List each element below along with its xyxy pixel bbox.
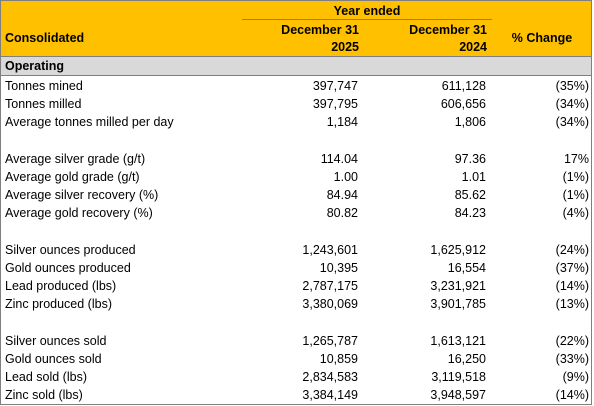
consolidated-header: Consolidated xyxy=(5,31,85,45)
row-label: Average silver grade (g/t) xyxy=(5,152,146,166)
value-change: (1%) xyxy=(562,170,589,184)
value-2024: 1,613,121 xyxy=(430,334,486,348)
row-label: Gold ounces sold xyxy=(5,352,102,366)
value-2024: 606,656 xyxy=(440,97,486,111)
row-label: Gold ounces produced xyxy=(5,261,131,275)
value-change: (34%) xyxy=(555,97,589,111)
value-2024: 1,806 xyxy=(454,115,486,129)
table-row: Lead sold (lbs) 2,834,583 3,119,518 (9%) xyxy=(1,368,591,386)
value-2025: 1,243,601 xyxy=(302,243,358,257)
value-2025: 10,395 xyxy=(319,261,358,275)
value-2024: 611,128 xyxy=(441,79,486,93)
value-change: (1%) xyxy=(562,188,589,202)
value-change: (33%) xyxy=(555,352,589,366)
value-2025: 3,380,069 xyxy=(302,297,358,311)
value-2025: 1,265,787 xyxy=(302,334,358,348)
row-label: Lead sold (lbs) xyxy=(5,370,87,384)
value-2025: 2,834,583 xyxy=(302,370,358,384)
value-2024: 85.62 xyxy=(454,188,486,202)
table-header: Year ended Consolidated December 31 2025… xyxy=(1,1,591,56)
value-2025: 80.82 xyxy=(326,206,358,220)
value-2024: 1.01 xyxy=(461,170,486,184)
table-row: Silver ounces produced 1,243,601 1,625,912… xyxy=(1,241,591,259)
value-2024: 84.23 xyxy=(454,206,486,220)
table-row: Average silver grade (g/t) 114.04 97.36 17% xyxy=(1,150,591,168)
col-2024-line2: 2024 xyxy=(459,40,487,54)
section-operating: Operating xyxy=(1,57,591,76)
year-ended-header: Year ended xyxy=(333,4,401,18)
value-2025: 3,384,149 xyxy=(302,388,358,402)
row-label: Average silver recovery (%) xyxy=(5,188,159,202)
value-2025: 1.00 xyxy=(333,170,358,184)
col-2024-line1: December 31 xyxy=(409,23,487,37)
row-label: Average gold recovery (%) xyxy=(5,206,153,220)
row-label: Zinc sold (lbs) xyxy=(5,388,83,402)
row-label: Tonnes mined xyxy=(5,79,83,93)
table-row: Zinc produced (lbs) 3,380,069 3,901,785 (13… xyxy=(1,295,591,313)
header-bottom-border xyxy=(1,56,591,57)
table-row: Average gold grade (g/t) 1.00 1.01 (1%) xyxy=(1,168,591,186)
col-2025-line1: December 31 xyxy=(281,23,359,37)
table-row: Gold ounces produced 10,395 16,554 (37%) xyxy=(1,259,591,277)
header-divider xyxy=(242,19,492,20)
value-change: 17% xyxy=(563,152,589,166)
table-row: Average tonnes milled per day 1,184 1,806 (… xyxy=(1,113,591,131)
value-change: (35%) xyxy=(555,79,589,93)
table-row: Tonnes mined 397,747 611,128 (35%) xyxy=(1,77,591,95)
row-label: Average gold grade (g/t) xyxy=(5,170,140,184)
value-2024: 3,948,597 xyxy=(430,388,486,402)
table-row: Zinc sold (lbs) 3,384,149 3,948,597 (14%) xyxy=(1,386,591,404)
row-label: Silver ounces produced xyxy=(5,243,136,257)
row-label: Tonnes milled xyxy=(5,97,82,111)
change-header: % Change xyxy=(511,31,573,45)
value-2025: 397,747 xyxy=(312,79,358,93)
row-label: Zinc produced (lbs) xyxy=(5,297,112,311)
value-2025: 397,795 xyxy=(312,97,358,111)
value-change: (22%) xyxy=(555,334,589,348)
value-change: (34%) xyxy=(555,115,589,129)
value-change: (4%) xyxy=(562,206,589,220)
section-title: Operating xyxy=(5,59,65,73)
value-2024: 3,119,518 xyxy=(431,370,486,384)
table-row: Tonnes milled 397,795 606,656 (34%) xyxy=(1,95,591,113)
value-2024: 3,901,785 xyxy=(430,297,486,311)
row-label: Lead produced (lbs) xyxy=(5,279,117,293)
value-change: (24%) xyxy=(555,243,589,257)
value-change: (13%) xyxy=(555,297,589,311)
value-2025: 1,184 xyxy=(326,115,358,129)
table-row: Gold ounces sold 10,859 16,250 (33%) xyxy=(1,350,591,368)
value-2024: 1,625,912 xyxy=(430,243,486,257)
value-2024: 97.36 xyxy=(454,152,486,166)
value-2024: 16,554 xyxy=(447,261,486,275)
value-change: (14%) xyxy=(555,279,589,293)
value-change: (9%) xyxy=(562,370,589,384)
table-row: Average silver recovery (%) 84.94 85.62 (1%… xyxy=(1,186,591,204)
table-row: Silver ounces sold 1,265,787 1,613,121 (22%… xyxy=(1,332,591,350)
row-label: Silver ounces sold xyxy=(5,334,107,348)
value-2024: 16,250 xyxy=(447,352,486,366)
table-row: Average gold recovery (%) 80.82 84.23 (4%) xyxy=(1,204,591,222)
value-2025: 10,859 xyxy=(319,352,358,366)
value-2024: 3,231,921 xyxy=(430,279,486,293)
col-2025-line2: 2025 xyxy=(331,40,359,54)
row-label: Average tonnes milled per day xyxy=(5,115,174,129)
value-2025: 2,787,175 xyxy=(302,279,358,293)
value-change: (14%) xyxy=(555,388,589,402)
value-2025: 84.94 xyxy=(326,188,358,202)
value-change: (37%) xyxy=(555,261,589,275)
table-row: Lead produced (lbs) 2,787,175 3,231,921 (14… xyxy=(1,277,591,295)
value-2025: 114.04 xyxy=(320,152,358,166)
